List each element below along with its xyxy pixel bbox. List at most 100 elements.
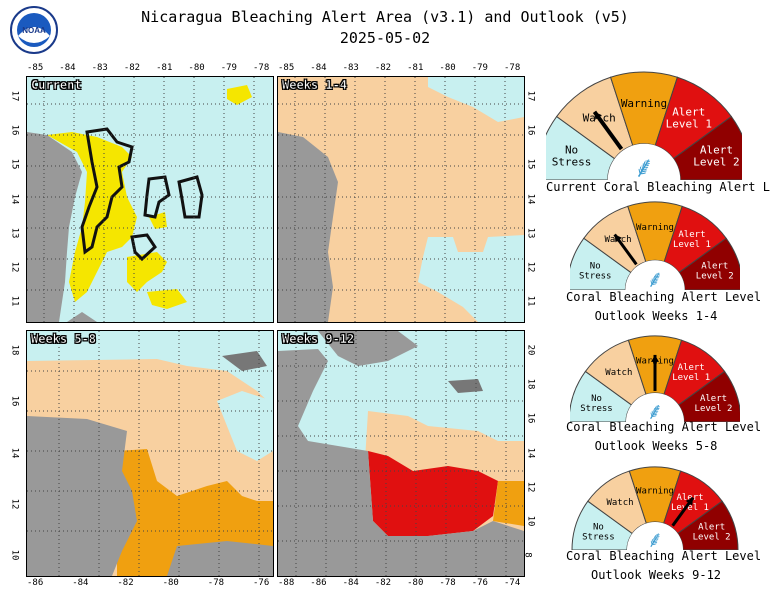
gauge-segment-label: Level 1 <box>666 117 712 130</box>
gauge-segment-label: Watch <box>605 368 632 378</box>
gauge-segment-label: Level 2 <box>696 272 734 282</box>
x-tick-label: -85 <box>27 63 44 73</box>
x-tick-label: -78 <box>253 63 270 73</box>
y-tick-label: 11 <box>9 295 20 307</box>
gauge-segment-label: Alert <box>698 523 725 533</box>
gauge-segment-label: Level 1 <box>671 503 709 513</box>
gauge-segment-label: No <box>591 394 602 404</box>
gauge-segment-label: Alert <box>678 230 705 240</box>
y-tick-label: 11 <box>525 295 536 307</box>
map-current-svg <box>27 77 273 322</box>
y-tick-label: 18 <box>525 378 536 390</box>
x-tick-label: -80 <box>188 63 205 73</box>
y-tick-label: 16 <box>9 395 20 407</box>
gauge-segment-label: Stress <box>582 533 615 543</box>
y-tick-label: 17 <box>9 90 20 102</box>
page-title: Nicaragua Bleaching Alert Area (v3.1) an… <box>141 8 629 26</box>
x-tick-label: -74 <box>504 578 521 588</box>
x-tick-label: -79 <box>471 63 488 73</box>
gauge-segment-label: No <box>565 143 578 156</box>
y-tick-label: 14 <box>9 193 20 204</box>
gauge-hub <box>607 143 681 180</box>
gauge-segment-label: Alert <box>701 262 728 272</box>
x-tick-label: -76 <box>253 578 270 588</box>
gauge-segment-label: Level 2 <box>693 533 731 543</box>
gauge-needle-head <box>614 234 622 243</box>
map-weeks-9-12-svg <box>278 331 524 576</box>
noaa-logo-text: NOAA <box>22 26 46 35</box>
x-tick-label: -79 <box>220 63 237 73</box>
gauge-segment-label: Alert <box>700 394 727 404</box>
y-tick-label: 16 <box>9 124 20 136</box>
panel-label-current: Current <box>31 78 82 93</box>
x-tick-label: -85 <box>278 63 295 73</box>
x-tick-label: -82 <box>374 63 392 73</box>
y-tick-label: 16 <box>525 412 536 424</box>
panel-label-weeks-5-8: Weeks 5-8 <box>31 332 97 347</box>
gauge-segment-label: Level 2 <box>695 404 733 414</box>
gauge-hub <box>625 260 685 290</box>
gauge-caption: Current Coral Bleaching Alert Level <box>546 180 770 194</box>
y-tick-label: 14 <box>525 447 536 458</box>
y-tick-label: 17 <box>525 90 536 102</box>
y-tick-label: 12 <box>9 261 20 273</box>
x-tick-label: -88 <box>278 578 295 588</box>
gauge-segment-label: Warning <box>636 223 674 233</box>
y-tick-label: 16 <box>525 124 536 136</box>
x-tick-label: -80 <box>439 63 456 73</box>
y-tick-label: 14 <box>9 447 20 458</box>
gauge-segment-label: Alert <box>672 105 705 118</box>
x-tick-label: -83 <box>342 63 359 73</box>
y-tick-label: 12 <box>9 498 20 510</box>
map-weeks-1-4-svg <box>278 77 524 322</box>
gauge-caption: Coral Bleaching Alert Level <box>566 420 762 434</box>
gauge-caption-period: Outlook Weeks 5-8 <box>594 439 718 453</box>
gauge-segment-label: Alert <box>676 493 703 503</box>
x-tick-label: -82 <box>117 578 134 588</box>
y-tick-label: 13 <box>9 227 20 239</box>
gauge-segment-label: Level 1 <box>673 240 711 250</box>
page-date: 2025-05-02 <box>339 29 431 47</box>
gauge-segment-label: Stress <box>552 155 592 168</box>
gauge-segment-label: Level 2 <box>693 155 739 168</box>
map-panel-weeks-9-12: Weeks 9-12 <box>277 330 525 577</box>
x-tick-label: -80 <box>407 578 424 588</box>
gauge-caption: Coral Bleaching Alert Level <box>566 290 762 304</box>
gauge-hub <box>625 392 685 422</box>
x-tick-label: -86 <box>27 578 44 588</box>
gauge-needle-head <box>651 354 659 362</box>
gauge-caption: Coral Bleaching Alert Level <box>566 549 762 563</box>
noaa-logo: NOAA <box>10 6 58 54</box>
y-tick-label: 15 <box>9 158 20 170</box>
panel-label-weeks-9-12: Weeks 9-12 <box>282 332 355 347</box>
y-tick-label: 20 <box>525 344 536 356</box>
gauge-caption-period: Outlook Weeks 9-12 <box>590 568 722 582</box>
x-tick-label: -84 <box>72 578 89 588</box>
gauge-segment-label: Level 1 <box>672 373 710 383</box>
y-tick-label: 18 <box>9 344 20 356</box>
x-tick-label: -80 <box>162 578 179 588</box>
x-tick-label: -81 <box>156 63 173 73</box>
gauge-segment-label: No <box>593 523 604 533</box>
x-tick-label: -78 <box>207 578 225 588</box>
x-tick-label: -84 <box>342 578 359 588</box>
y-tick-label: 12 <box>525 481 536 493</box>
gauge-segment-label: Stress <box>579 272 612 282</box>
coral-icon: ⸙ <box>646 398 663 422</box>
y-tick-label: 10 <box>9 549 20 561</box>
x-tick-label: -84 <box>59 63 76 73</box>
y-tick-label: 12 <box>525 261 536 273</box>
coral-icon: ⸙ <box>646 265 664 290</box>
x-tick-label: -83 <box>91 63 108 73</box>
x-tick-label: -78 <box>504 63 521 73</box>
map-panel-current: Current <box>26 76 274 323</box>
map-panel-weeks-1-4: Weeks 1-4 <box>277 76 525 323</box>
gauge-needle <box>592 110 624 151</box>
x-tick-label: -81 <box>407 63 424 73</box>
gauge-segment-label: Warning <box>621 97 667 110</box>
y-tick-label: 14 <box>525 193 536 204</box>
gauge-needle-head <box>594 111 602 120</box>
